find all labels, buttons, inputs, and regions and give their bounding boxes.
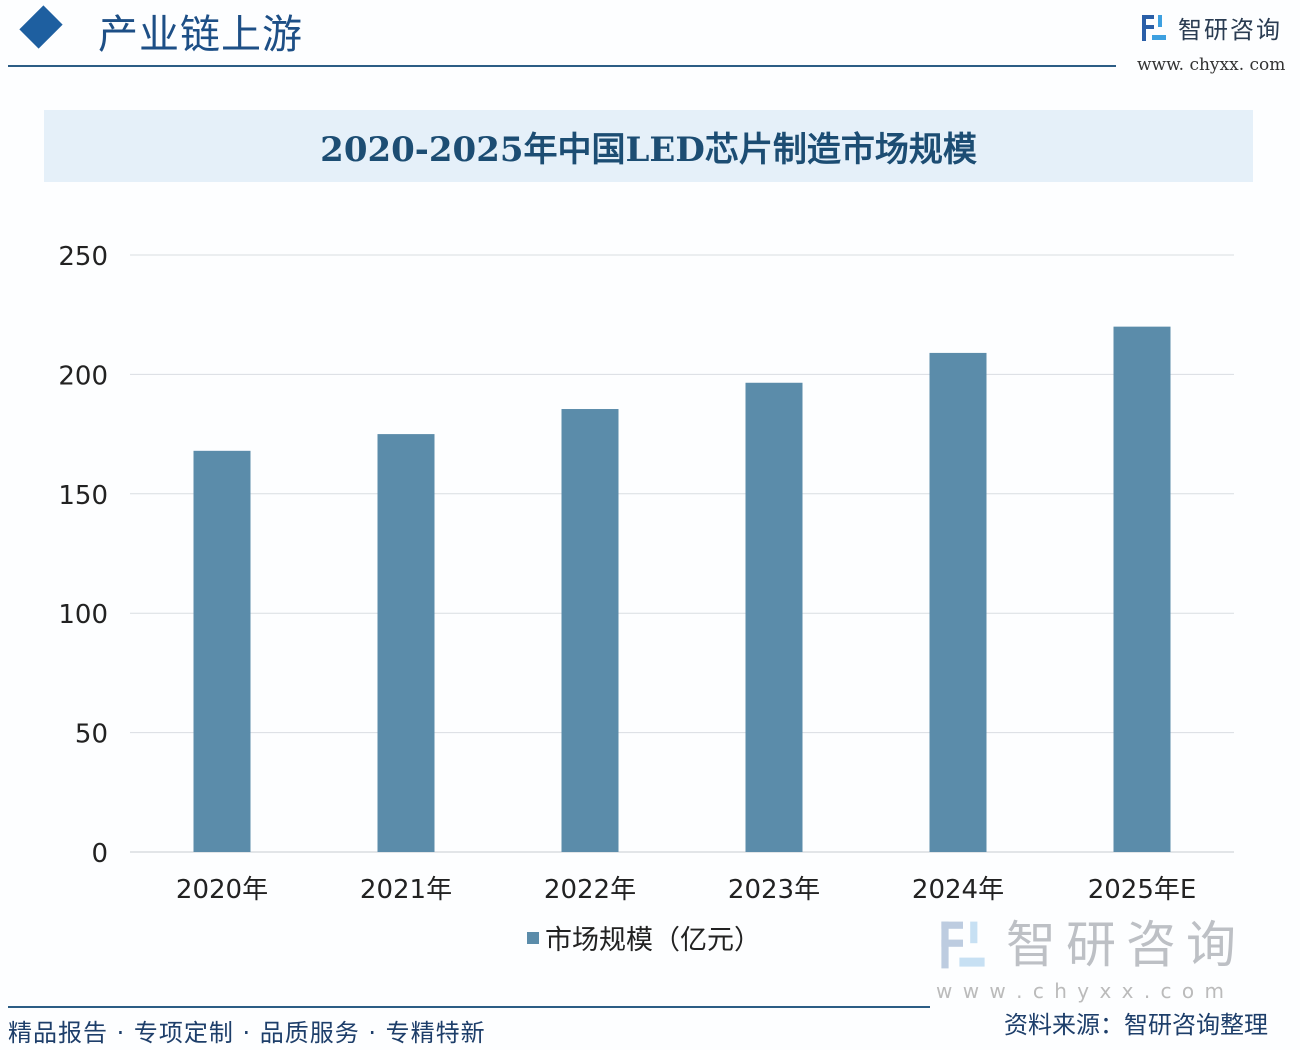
source-note: 资料来源：智研咨询整理 [1004, 1011, 1268, 1039]
brand: 智研咨询 [1140, 10, 1282, 45]
chart-title: 2020-2025年中国LED芯片制造市场规模 [320, 129, 977, 170]
y-tick-label: 250 [58, 242, 108, 272]
watermark-name: 智研咨询 [1006, 916, 1246, 974]
bar-2022年 [561, 409, 619, 852]
divider [8, 1006, 930, 1008]
x-tick-label: 2023年 [728, 875, 820, 905]
x-tick-label: 2022年 [544, 875, 636, 905]
slogan: 精品报告 · 专项定制 · 品质服务 · 专精特新 [8, 1019, 486, 1047]
brand-url: www. chyxx. com [1137, 55, 1286, 75]
brand-name: 智研咨询 [1178, 16, 1282, 44]
divider [8, 65, 1116, 67]
legend: 市场规模（亿元） [527, 918, 761, 957]
chart-title-box: 2020-2025年中国LED芯片制造市场规模 [44, 110, 1253, 182]
x-tick-label: 2025年E [1088, 875, 1197, 905]
bar-2025年E [1113, 326, 1171, 852]
section-title: 产业链上游 [98, 12, 303, 58]
y-tick-label: 150 [58, 481, 108, 511]
x-tick-label: 2024年 [912, 875, 1004, 905]
legend-swatch [527, 931, 539, 944]
y-tick-label: 100 [58, 600, 108, 630]
bar-2020年 [193, 450, 251, 852]
legend-label: 市场规模（亿元） [545, 925, 761, 956]
x-tick-label: 2020年 [176, 875, 268, 905]
watermark-logo: 智研咨询 [936, 914, 1246, 976]
watermark-url: w w w . c h y x x . c o m [936, 979, 1226, 1003]
x-tick-label: 2021年 [360, 875, 452, 905]
bar-2023年 [745, 382, 803, 852]
y-tick-label: 0 [91, 839, 108, 869]
bar-2021年 [377, 434, 435, 852]
brand-logo-icon [1142, 14, 1166, 41]
watermark-logo-icon [941, 921, 985, 969]
y-tick-label: 50 [75, 720, 108, 750]
y-tick-label: 200 [58, 361, 108, 391]
bar-2024年 [929, 352, 987, 852]
